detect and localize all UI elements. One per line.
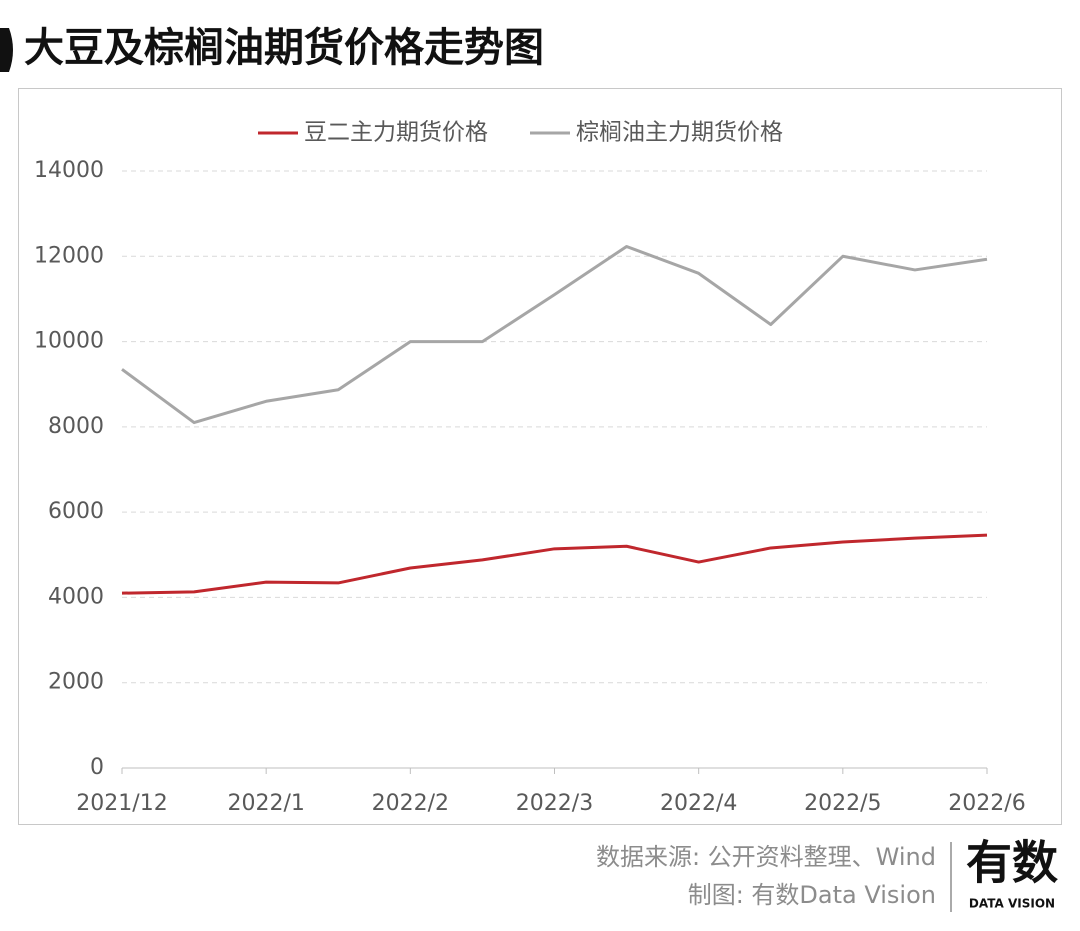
- x-tick-label: 2022/4: [660, 791, 737, 816]
- y-tick-label: 12000: [34, 243, 104, 268]
- chart-frame: [18, 88, 1062, 825]
- y-tick-label: 10000: [34, 329, 104, 354]
- y-tick-label: 4000: [48, 584, 104, 609]
- x-tick-label: 2022/6: [948, 791, 1025, 816]
- legend-label: 棕榈油主力期货价格: [576, 120, 783, 146]
- x-tick-label: 2022/2: [372, 791, 449, 816]
- x-tick-label: 2021/12: [76, 791, 167, 816]
- x-tick-label: 2022/1: [227, 791, 304, 816]
- logo: 有数: [966, 836, 1058, 890]
- y-tick-label: 14000: [34, 158, 104, 183]
- y-tick-label: 8000: [48, 414, 104, 439]
- credit-note: 制图: 有数Data Vision: [688, 881, 936, 909]
- y-tick-label: 6000: [48, 499, 104, 524]
- title-marker: [0, 28, 13, 72]
- legend-label: 豆二主力期货价格: [304, 120, 488, 146]
- series-line: [121, 244, 988, 425]
- source-note: 数据来源: 公开资料整理、Wind: [596, 843, 936, 871]
- chart-title: 大豆及棕榈油期货价格走势图: [24, 25, 544, 71]
- y-tick-label: 0: [90, 755, 104, 780]
- series-line: [121, 533, 988, 595]
- x-tick-label: 2022/5: [804, 791, 881, 816]
- y-tick-label: 2000: [48, 670, 104, 695]
- logo-subtitle: DATA VISION: [969, 897, 1055, 911]
- x-tick-label: 2022/3: [516, 791, 593, 816]
